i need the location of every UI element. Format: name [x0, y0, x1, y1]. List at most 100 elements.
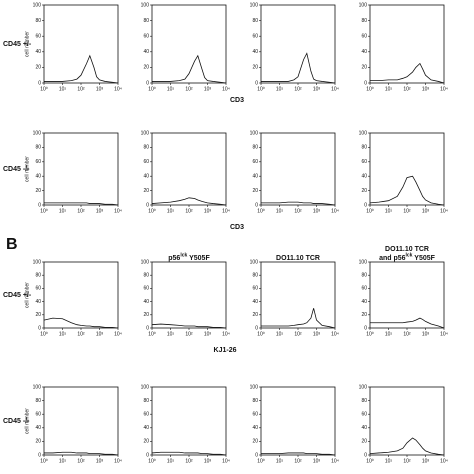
y-tick-label: 80	[252, 398, 258, 404]
y-tick-label: 0	[255, 325, 258, 331]
x-tick-label: 10⁴	[331, 331, 339, 337]
y-tick-label: 0	[38, 202, 41, 208]
plot-frame	[369, 261, 445, 329]
x-tick-label: 10³	[204, 331, 212, 337]
x-tick-label: 10⁰	[257, 86, 265, 92]
y-tick-label: 80	[252, 273, 258, 279]
histogram-line	[261, 52, 336, 84]
y-tick-label: 100	[33, 130, 42, 136]
x-tick-label: 10⁴	[114, 208, 122, 214]
x-tick-label: 10⁴	[222, 331, 230, 337]
y-tick-label: 20	[361, 439, 367, 445]
plot-frame	[260, 4, 336, 84]
x-tick-label: 10¹	[59, 331, 67, 337]
y-tick-label: 60	[143, 34, 149, 40]
y-axis-label: cell number	[24, 31, 30, 57]
x-tick-label: 10²	[77, 86, 85, 92]
x-tick-label: 10¹	[276, 458, 284, 464]
x-tick-label: 10²	[294, 331, 302, 337]
x-tick-label: 10¹	[167, 208, 175, 214]
x-tick-label: 10⁴	[222, 208, 230, 214]
x-tick-label: 10⁰	[366, 86, 374, 92]
y-tick-label: 80	[35, 398, 41, 404]
y-tick-label: 20	[252, 188, 258, 194]
histogram-line	[370, 62, 445, 84]
y-tick-label: 0	[364, 80, 367, 86]
y-tick-label: 20	[361, 188, 367, 194]
y-tick-label: 40	[143, 299, 149, 305]
x-tick-label: 10⁰	[366, 458, 374, 464]
y-tick-label: 100	[250, 130, 259, 136]
plot-frame	[151, 386, 227, 456]
x-tick-label: 10³	[204, 458, 212, 464]
y-tick-label: 40	[143, 425, 149, 431]
x-tick-label: 10²	[185, 86, 193, 92]
y-tick-label: 80	[361, 398, 367, 404]
plot-frame	[43, 4, 119, 84]
x-tick-label: 10⁰	[148, 458, 156, 464]
histogram-line	[369, 175, 445, 206]
y-tick-label: 40	[361, 174, 367, 180]
x-tick-label: 10⁰	[366, 208, 374, 214]
y-tick-label: 80	[143, 18, 149, 24]
y-tick-label: 20	[143, 188, 149, 194]
y-tick-label: 40	[35, 174, 41, 180]
y-tick-label: 60	[252, 286, 258, 292]
x-tick-label: 10¹	[385, 458, 393, 464]
y-tick-label: 60	[252, 412, 258, 418]
y-tick-label: 60	[35, 34, 41, 40]
y-tick-label: 100	[33, 2, 42, 8]
x-tick-label: 10¹	[385, 331, 393, 337]
y-tick-label: 20	[361, 312, 367, 318]
x-tick-label: 10¹	[276, 208, 284, 214]
y-tick-label: 40	[35, 425, 41, 431]
x-tick-label: 10⁴	[331, 86, 339, 92]
x-tick-label: 10¹	[167, 331, 175, 337]
header-text: p56	[168, 255, 180, 262]
x-tick-label: 10²	[185, 208, 193, 214]
y-tick-label: 40	[143, 49, 149, 55]
x-tick-label: 10⁴	[440, 86, 448, 92]
y-tick-label: 100	[33, 259, 42, 265]
row-label: CD45 +/-	[3, 292, 32, 299]
plot-frame	[43, 386, 119, 456]
header-superscript: lck	[180, 253, 187, 259]
panel-label: B	[6, 236, 18, 253]
y-axis-label: cell number	[24, 282, 30, 308]
y-tick-label: 40	[252, 299, 258, 305]
y-tick-label: 0	[364, 325, 367, 331]
y-tick-label: 80	[143, 273, 149, 279]
y-tick-label: 20	[143, 439, 149, 445]
x-tick-label: 10²	[77, 208, 85, 214]
x-tick-label: 10¹	[167, 86, 175, 92]
x-tick-label: 10³	[422, 458, 430, 464]
y-tick-label: 60	[252, 159, 258, 165]
row-label: CD45 -/-	[3, 418, 30, 425]
y-tick-label: 20	[35, 188, 41, 194]
plot-frame	[369, 132, 445, 206]
x-tick-label: 10⁰	[366, 331, 374, 337]
plot-frame	[260, 132, 336, 206]
x-tick-label: 10⁰	[40, 86, 48, 92]
column-header: p56lck Y505F	[168, 253, 210, 262]
y-axis-label: cell number	[24, 156, 30, 182]
histogram-line	[369, 437, 445, 456]
y-tick-label: 20	[143, 312, 149, 318]
y-tick-label: 100	[141, 130, 150, 136]
y-tick-label: 40	[252, 174, 258, 180]
x-tick-label: 10⁴	[440, 331, 448, 337]
row-label: CD45 +/-	[3, 41, 32, 48]
x-tick-label: 10⁴	[114, 458, 122, 464]
x-tick-label: 10⁴	[114, 86, 122, 92]
y-tick-label: 100	[250, 384, 259, 390]
y-tick-label: 100	[141, 384, 150, 390]
y-tick-label: 0	[38, 325, 41, 331]
histogram-line	[261, 308, 336, 329]
x-tick-label: 10²	[403, 331, 411, 337]
y-tick-label: 100	[250, 259, 259, 265]
header-text: DO11.10 TCR	[385, 246, 429, 253]
x-tick-label: 10⁰	[40, 331, 48, 337]
y-tick-label: 60	[361, 286, 367, 292]
y-tick-label: 100	[250, 2, 259, 8]
